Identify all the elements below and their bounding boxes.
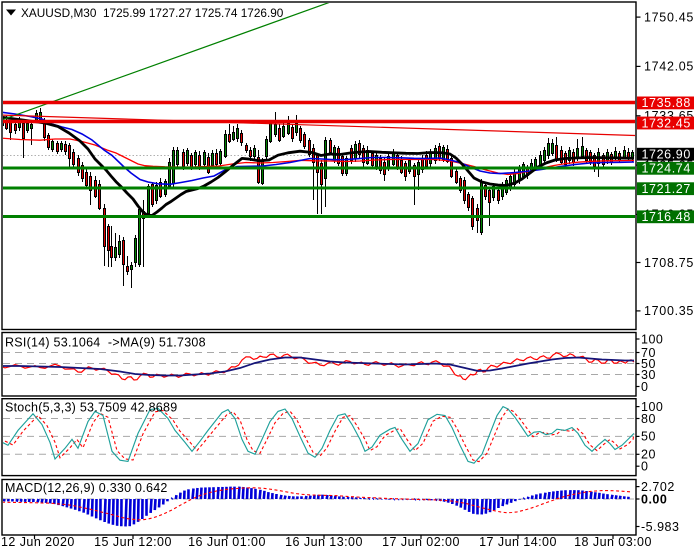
- svg-text:1732.45: 1732.45: [642, 116, 691, 130]
- svg-text:1742.05: 1742.05: [644, 60, 694, 74]
- svg-text:Stoch(5,3,3) 53.7509 42.8689: Stoch(5,3,3) 53.7509 42.8689: [5, 401, 177, 415]
- svg-text:17 Jun 02:00: 17 Jun 02:00: [382, 535, 460, 549]
- svg-text:1721.27: 1721.27: [642, 182, 691, 196]
- svg-text:100: 100: [641, 400, 663, 414]
- svg-text:-5.983: -5.983: [641, 520, 679, 534]
- svg-text:50: 50: [641, 430, 656, 444]
- svg-text:1726.90: 1726.90: [642, 148, 691, 162]
- svg-text:1750.45: 1750.45: [644, 10, 694, 24]
- svg-text:16 Jun 01:00: 16 Jun 01:00: [188, 535, 266, 549]
- svg-text:30: 30: [641, 368, 656, 382]
- svg-text:MACD(12,26,9) 0.330 0.642: MACD(12,26,9) 0.330 0.642: [5, 481, 168, 495]
- svg-text:0: 0: [641, 380, 648, 394]
- svg-text:1724.74: 1724.74: [642, 162, 691, 176]
- svg-text:1716.48: 1716.48: [642, 210, 691, 224]
- svg-text:0.00: 0.00: [641, 492, 667, 506]
- svg-text:1735.88: 1735.88: [642, 96, 691, 110]
- svg-text:2.702: 2.702: [641, 480, 675, 494]
- svg-text:16 Jun 13:00: 16 Jun 13:00: [285, 535, 363, 549]
- svg-text:12 Jun 2020: 12 Jun 2020: [1, 535, 75, 549]
- svg-text:RSI(14) 53.1064 ->MA(9) 51.73: RSI(14) 53.1064 ->MA(9) 51.7308: [5, 336, 206, 350]
- svg-text:70: 70: [641, 346, 656, 360]
- svg-text:80: 80: [641, 412, 656, 426]
- svg-text:100: 100: [641, 332, 663, 346]
- svg-text:XAUUSD,M30 1725.99 1727.27 17: XAUUSD,M30 1725.99 1727.27 1725.74 1726.…: [21, 6, 284, 20]
- svg-text:18 Jun 03:00: 18 Jun 03:00: [574, 535, 652, 549]
- svg-text:20: 20: [641, 448, 656, 462]
- svg-text:17 Jun 14:00: 17 Jun 14:00: [479, 535, 557, 549]
- svg-text:1700.35: 1700.35: [644, 304, 694, 318]
- svg-text:0: 0: [641, 460, 648, 474]
- svg-text:50: 50: [641, 357, 656, 371]
- svg-text:1708.75: 1708.75: [644, 256, 694, 270]
- svg-text:15 Jun 12:00: 15 Jun 12:00: [94, 535, 172, 549]
